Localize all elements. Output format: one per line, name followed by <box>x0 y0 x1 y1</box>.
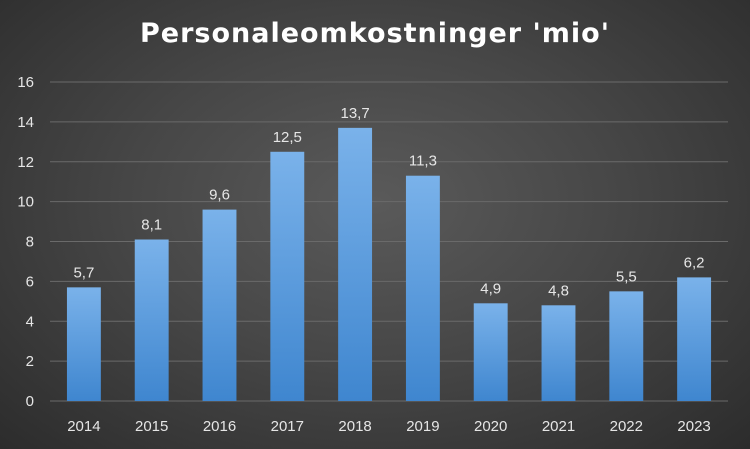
x-tick-label: 2023 <box>677 418 710 435</box>
y-axis: 0 2 4 6 8 10 12 14 16 <box>17 74 34 410</box>
y-tick-label: 14 <box>17 114 34 131</box>
data-label: 5,5 <box>616 268 637 285</box>
data-label: 6,2 <box>684 254 705 271</box>
bar <box>66 287 101 401</box>
x-tick-label: 2018 <box>338 418 371 435</box>
x-axis: 2014 2015 2016 2017 2018 2019 2020 2021 2022 2023 <box>67 418 711 435</box>
y-tick-label: 4 <box>26 313 34 330</box>
x-tick-label: 2021 <box>542 418 575 435</box>
x-tick-label: 2020 <box>474 418 507 435</box>
data-label: 12,5 <box>273 129 302 146</box>
bar <box>541 305 576 401</box>
data-label: 13,7 <box>340 105 369 122</box>
y-tick-label: 0 <box>26 393 34 410</box>
x-tick-label: 2019 <box>406 418 439 435</box>
bars <box>66 127 712 401</box>
data-label: 4,9 <box>480 280 501 297</box>
y-tick-label: 6 <box>26 273 34 290</box>
y-tick-label: 12 <box>17 154 34 171</box>
bar <box>270 151 305 401</box>
y-tick-label: 2 <box>26 353 34 370</box>
bar <box>609 291 644 401</box>
bar <box>134 239 169 401</box>
bar <box>405 175 440 401</box>
x-tick-label: 2022 <box>610 418 643 435</box>
x-tick-label: 2015 <box>135 418 168 435</box>
data-label: 8,1 <box>141 217 162 234</box>
chart-title: Personaleomkostninger 'mio' <box>139 18 610 49</box>
data-label: 9,6 <box>209 187 230 204</box>
data-labels: 5,7 8,1 9,6 12,5 13,7 11,3 4,9 4,8 5,5 6,2 <box>73 105 704 299</box>
y-tick-label: 16 <box>17 74 34 91</box>
x-tick-label: 2016 <box>203 418 236 435</box>
bar <box>338 127 373 401</box>
x-tick-label: 2017 <box>271 418 304 435</box>
data-label: 5,7 <box>73 264 94 281</box>
y-tick-label: 8 <box>26 234 34 251</box>
data-label: 4,8 <box>548 282 569 299</box>
bar <box>202 209 237 401</box>
bar <box>473 303 508 401</box>
y-tick-label: 10 <box>17 194 34 211</box>
bar <box>677 277 712 401</box>
x-tick-label: 2014 <box>67 418 100 435</box>
data-label: 11,3 <box>409 153 437 170</box>
